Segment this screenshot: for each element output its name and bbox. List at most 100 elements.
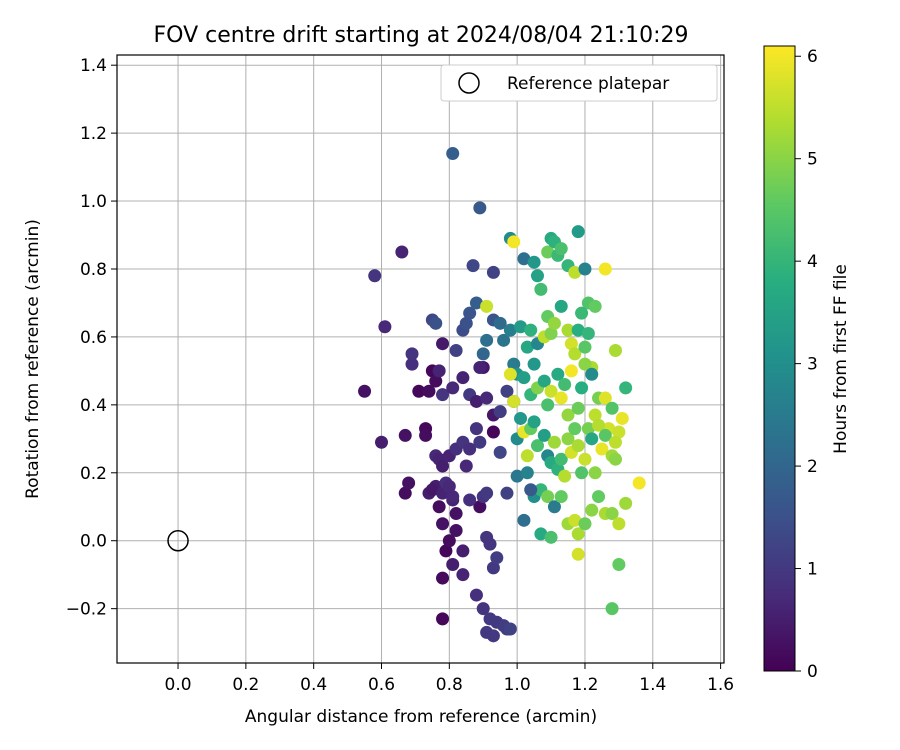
data-point	[514, 320, 528, 334]
data-point	[561, 432, 575, 446]
y-tick-label: 0.4	[80, 396, 107, 416]
data-point	[578, 452, 592, 466]
data-point	[442, 534, 456, 548]
data-point	[436, 337, 450, 351]
data-point	[436, 517, 450, 531]
data-point	[497, 333, 511, 347]
data-point	[571, 527, 585, 541]
data-point	[554, 391, 568, 405]
data-point	[422, 384, 436, 398]
data-point	[541, 398, 555, 412]
data-point	[446, 490, 460, 504]
colorbar: 0 1 2 3 4 5 6 Hours from first FF file	[763, 45, 851, 682]
data-point	[405, 347, 419, 361]
colorbar-tick-label: 4	[807, 252, 818, 272]
data-point	[571, 323, 585, 337]
x-tick-label: 1.4	[639, 675, 666, 695]
data-point	[568, 265, 582, 279]
data-point	[446, 147, 460, 161]
data-point	[571, 547, 585, 561]
data-point	[585, 503, 599, 517]
data-point	[466, 259, 480, 273]
data-point	[554, 242, 568, 256]
data-point	[486, 629, 500, 643]
data-point	[581, 327, 595, 341]
data-point	[527, 357, 541, 371]
x-tick-label: 1.0	[504, 675, 531, 695]
y-tick-label: 1.4	[80, 56, 107, 76]
data-point	[632, 476, 646, 490]
data-point	[432, 364, 446, 378]
data-point	[449, 524, 463, 538]
data-point	[425, 483, 439, 497]
data-point	[503, 367, 517, 381]
data-point	[578, 340, 592, 354]
chart-title: FOV centre drift starting at 2024/08/04 …	[154, 23, 689, 48]
data-point	[605, 507, 619, 521]
legend: Reference platepar	[440, 64, 718, 102]
data-point	[595, 442, 609, 456]
data-point	[544, 384, 558, 398]
data-point	[395, 245, 409, 259]
data-point	[585, 432, 599, 446]
y-axis-ticks: −0.2 0.0 0.2 0.4 0.6 0.8 1.0 1.2 1.4	[66, 56, 117, 620]
data-point	[500, 384, 514, 398]
y-tick-label: 1.0	[80, 192, 107, 212]
data-point	[469, 296, 483, 310]
colorbar-label: Hours from first FF file	[831, 264, 851, 454]
data-point	[449, 344, 463, 358]
data-point	[510, 469, 524, 483]
data-point	[541, 245, 555, 259]
data-point	[537, 428, 551, 442]
data-point	[507, 357, 521, 371]
data-point	[588, 466, 602, 480]
data-point	[592, 490, 606, 504]
data-point	[483, 537, 497, 551]
data-point	[469, 394, 483, 408]
data-point	[456, 568, 470, 582]
data-point	[554, 452, 568, 466]
data-point	[503, 622, 517, 636]
data-point	[551, 367, 565, 381]
data-point	[486, 265, 500, 279]
data-points	[358, 147, 646, 643]
data-point	[398, 428, 412, 442]
data-point	[412, 384, 426, 398]
data-point	[564, 337, 578, 351]
data-point	[429, 374, 443, 388]
data-point	[480, 333, 494, 347]
y-tick-label: 0.2	[80, 464, 107, 484]
data-point	[527, 415, 541, 429]
colorbar-gradient	[763, 45, 796, 672]
x-tick-label: 1.2	[571, 675, 598, 695]
data-point	[598, 262, 612, 276]
data-point	[612, 425, 626, 439]
data-point	[503, 323, 517, 337]
data-point	[524, 323, 538, 337]
data-point	[473, 201, 487, 215]
data-point	[517, 371, 531, 385]
data-point	[608, 435, 622, 449]
data-point	[605, 401, 619, 415]
data-point	[547, 435, 561, 449]
data-point	[480, 486, 494, 500]
data-point	[459, 316, 473, 330]
data-point	[608, 452, 622, 466]
data-point	[520, 340, 534, 354]
data-point	[493, 445, 507, 459]
colorbar-tick-label: 3	[807, 355, 818, 375]
data-point	[473, 360, 487, 374]
x-tick-label: 0.2	[232, 675, 259, 695]
data-point	[554, 299, 568, 313]
data-point	[449, 507, 463, 521]
data-point	[568, 513, 582, 527]
x-tick-label: 0.0	[165, 675, 192, 695]
data-point	[514, 411, 528, 425]
data-point	[568, 422, 582, 436]
data-point	[442, 479, 456, 493]
data-point	[463, 306, 477, 320]
data-point	[436, 459, 450, 473]
data-point	[490, 551, 504, 565]
data-point	[541, 490, 555, 504]
data-point	[544, 327, 558, 341]
